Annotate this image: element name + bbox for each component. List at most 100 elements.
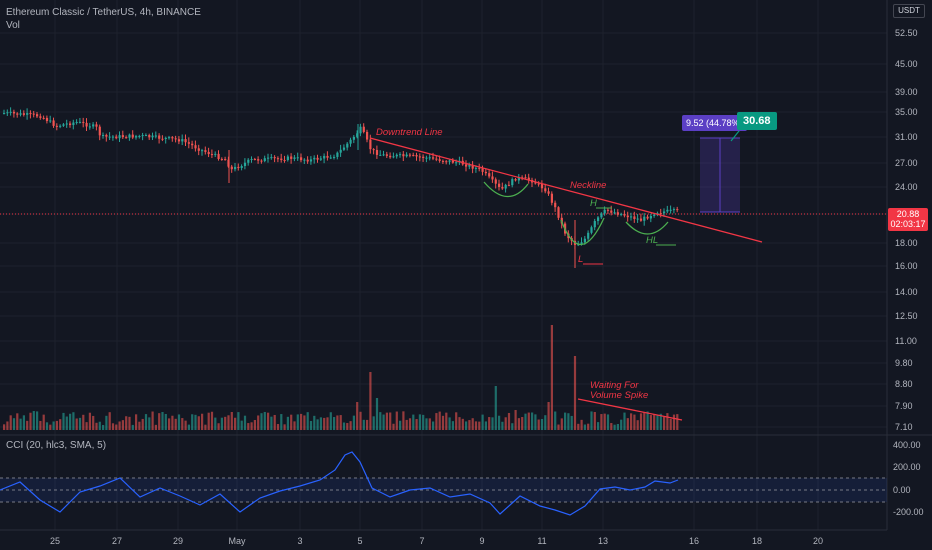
volume-bar [620, 419, 623, 430]
volume-bar [184, 420, 187, 430]
volume-bar [16, 413, 19, 430]
volume-bar [230, 412, 233, 430]
candle [395, 154, 398, 157]
candle [26, 113, 29, 115]
candle [6, 112, 9, 114]
candle [524, 177, 527, 179]
candle [121, 135, 124, 138]
volume-bar [253, 419, 256, 430]
currency-selector[interactable]: USDT [893, 4, 925, 18]
volume-bar [144, 414, 148, 430]
volume-bar [98, 421, 101, 430]
volume-bar [339, 415, 342, 430]
candle [613, 212, 616, 214]
volume-bar [111, 423, 115, 430]
candle [415, 155, 418, 157]
candle [537, 183, 540, 185]
price-tick-label: 35.00 [895, 107, 918, 117]
volume-bar [243, 415, 247, 430]
left-low-label: L [578, 254, 584, 265]
volume-bar [273, 414, 276, 430]
candle [534, 182, 537, 184]
candle [286, 156, 289, 161]
volume-bar [92, 415, 95, 430]
volume-bar [224, 416, 227, 430]
volume-bar [488, 417, 491, 430]
cci-tick-label: 200.00 [893, 462, 921, 472]
volume-bar [593, 412, 596, 430]
candle [580, 242, 583, 245]
candle [88, 126, 91, 128]
candle [82, 121, 85, 123]
volume-bar [544, 415, 547, 430]
volume-bar [672, 414, 676, 430]
candle [92, 124, 95, 127]
symbol-title[interactable]: Ethereum Classic / TetherUS, 4h, BINANCE [6, 7, 201, 18]
candle [481, 168, 484, 172]
cci-line [0, 451, 679, 516]
volume-bar [573, 356, 577, 430]
volume-indicator-label[interactable]: Vol [6, 20, 20, 31]
volume-bar [141, 418, 144, 430]
candle [161, 138, 164, 140]
volume-bar [336, 415, 339, 430]
price-tick-label: 16.00 [895, 261, 918, 271]
candle [356, 133, 359, 137]
candle [448, 160, 451, 162]
projection-target-badge[interactable]: 30.68 [737, 112, 777, 130]
time-tick-label: 25 [50, 536, 60, 546]
candle [39, 116, 42, 118]
candle [95, 124, 98, 127]
volume-bar [405, 419, 408, 430]
volume-bar [349, 421, 352, 430]
volume-bar [379, 412, 382, 430]
candle [593, 221, 596, 228]
candle [405, 154, 408, 157]
volume-bar [521, 417, 524, 430]
candle [504, 184, 507, 189]
volume-bar [666, 413, 669, 430]
candle [283, 160, 286, 162]
volume-bar [504, 417, 507, 430]
candle [623, 213, 626, 216]
volume-bar [250, 422, 253, 430]
volume-bar [600, 414, 603, 430]
volume-bar [82, 414, 85, 430]
candle [517, 177, 520, 181]
right-shoulder-arc [625, 221, 669, 235]
volume-bar [455, 412, 458, 430]
volume-bar [135, 414, 138, 430]
candle [135, 136, 138, 138]
candle [478, 167, 481, 169]
candle [527, 177, 530, 180]
candle [177, 139, 181, 142]
volume-bar [293, 421, 296, 430]
candle [59, 125, 62, 127]
candle [65, 123, 68, 125]
candle [174, 138, 177, 140]
time-tick-label: 18 [752, 536, 762, 546]
candle [201, 150, 204, 152]
candle [217, 153, 220, 159]
volume-bar [105, 415, 108, 430]
candle [296, 157, 299, 159]
projection-change-badge[interactable]: 9.52 (44.78%) [682, 115, 747, 131]
volume-bar [240, 420, 243, 430]
volume-bar [474, 421, 478, 430]
volume-bar [237, 412, 240, 430]
candle [412, 155, 415, 157]
volume-bar [267, 412, 270, 430]
volume-bar [392, 423, 395, 430]
candle [432, 157, 435, 159]
volume-bar [121, 420, 124, 430]
cci-indicator-label[interactable]: CCI (20, hlc3, SMA, 5) [6, 440, 107, 451]
candle [98, 126, 101, 136]
volume-bar [352, 415, 355, 430]
price-tick-label: 52.50 [895, 28, 918, 38]
candle [276, 158, 280, 160]
price-tick-label: 11.00 [895, 336, 917, 346]
price-tick-label: 7.90 [895, 401, 913, 411]
volume-bar [286, 416, 289, 430]
volume-bar [217, 423, 220, 430]
